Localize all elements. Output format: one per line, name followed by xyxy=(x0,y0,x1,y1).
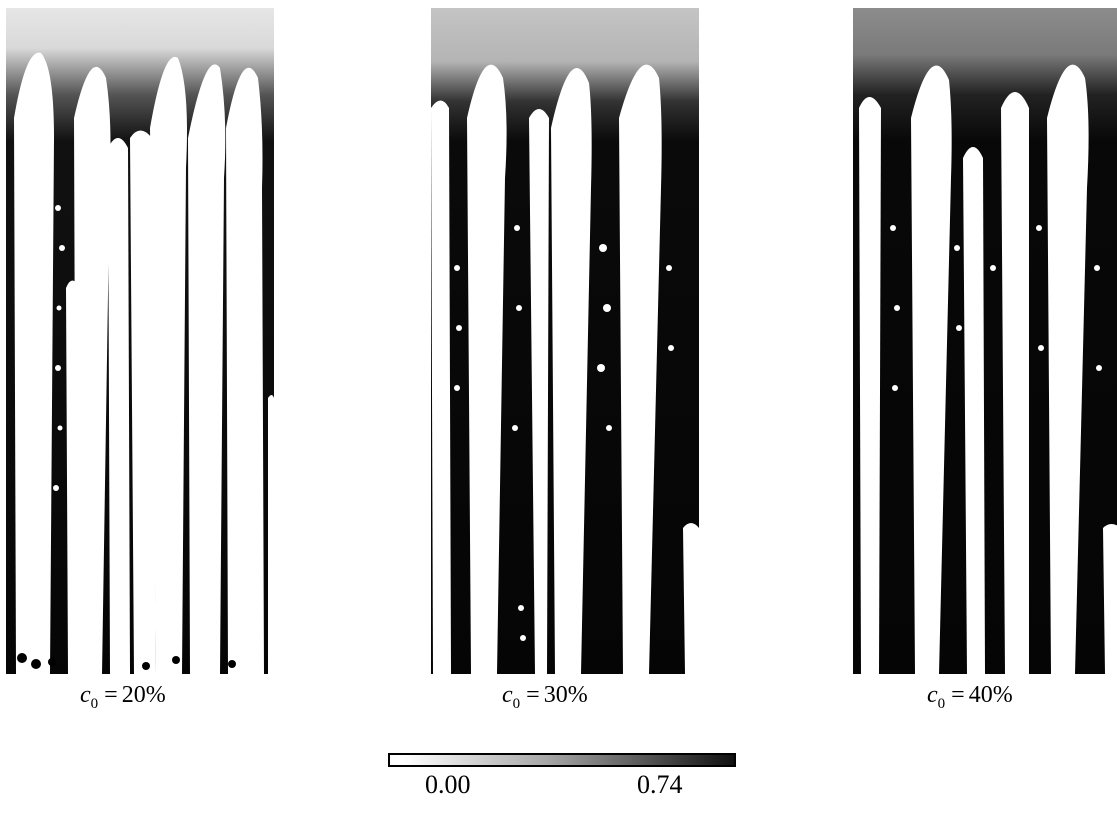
caption-sub: 0 xyxy=(512,696,521,712)
caption-eq: = xyxy=(951,682,965,708)
colorbar xyxy=(388,753,736,767)
caption-c0-20: c0 = 20% xyxy=(80,682,166,712)
caption-eq: = xyxy=(104,682,118,708)
caption-var: c xyxy=(502,682,513,708)
dendrite-simulation-panel-30 xyxy=(431,8,699,674)
dendrite-image-30 xyxy=(431,8,699,674)
caption-eq: = xyxy=(526,682,540,708)
caption-value: 20% xyxy=(121,682,166,708)
caption-sub: 0 xyxy=(937,696,946,712)
caption-var: c xyxy=(927,682,938,708)
colorbar-tick-label: 0.00 xyxy=(425,770,471,799)
caption-c0-40: c0 = 40% xyxy=(927,682,1013,712)
caption-value: 30% xyxy=(543,682,588,708)
dendrite-image-40 xyxy=(853,8,1117,674)
caption-value: 40% xyxy=(968,682,1013,708)
dendrite-simulation-panel-20 xyxy=(6,8,274,674)
dendrite-image-20 xyxy=(6,8,274,674)
caption-sub: 0 xyxy=(90,696,99,712)
caption-c0-30: c0 = 30% xyxy=(502,682,588,712)
dendrite-simulation-panel-40 xyxy=(853,8,1117,674)
colorbar-tick-label: 0.74 xyxy=(637,770,683,799)
caption-var: c xyxy=(80,682,91,708)
